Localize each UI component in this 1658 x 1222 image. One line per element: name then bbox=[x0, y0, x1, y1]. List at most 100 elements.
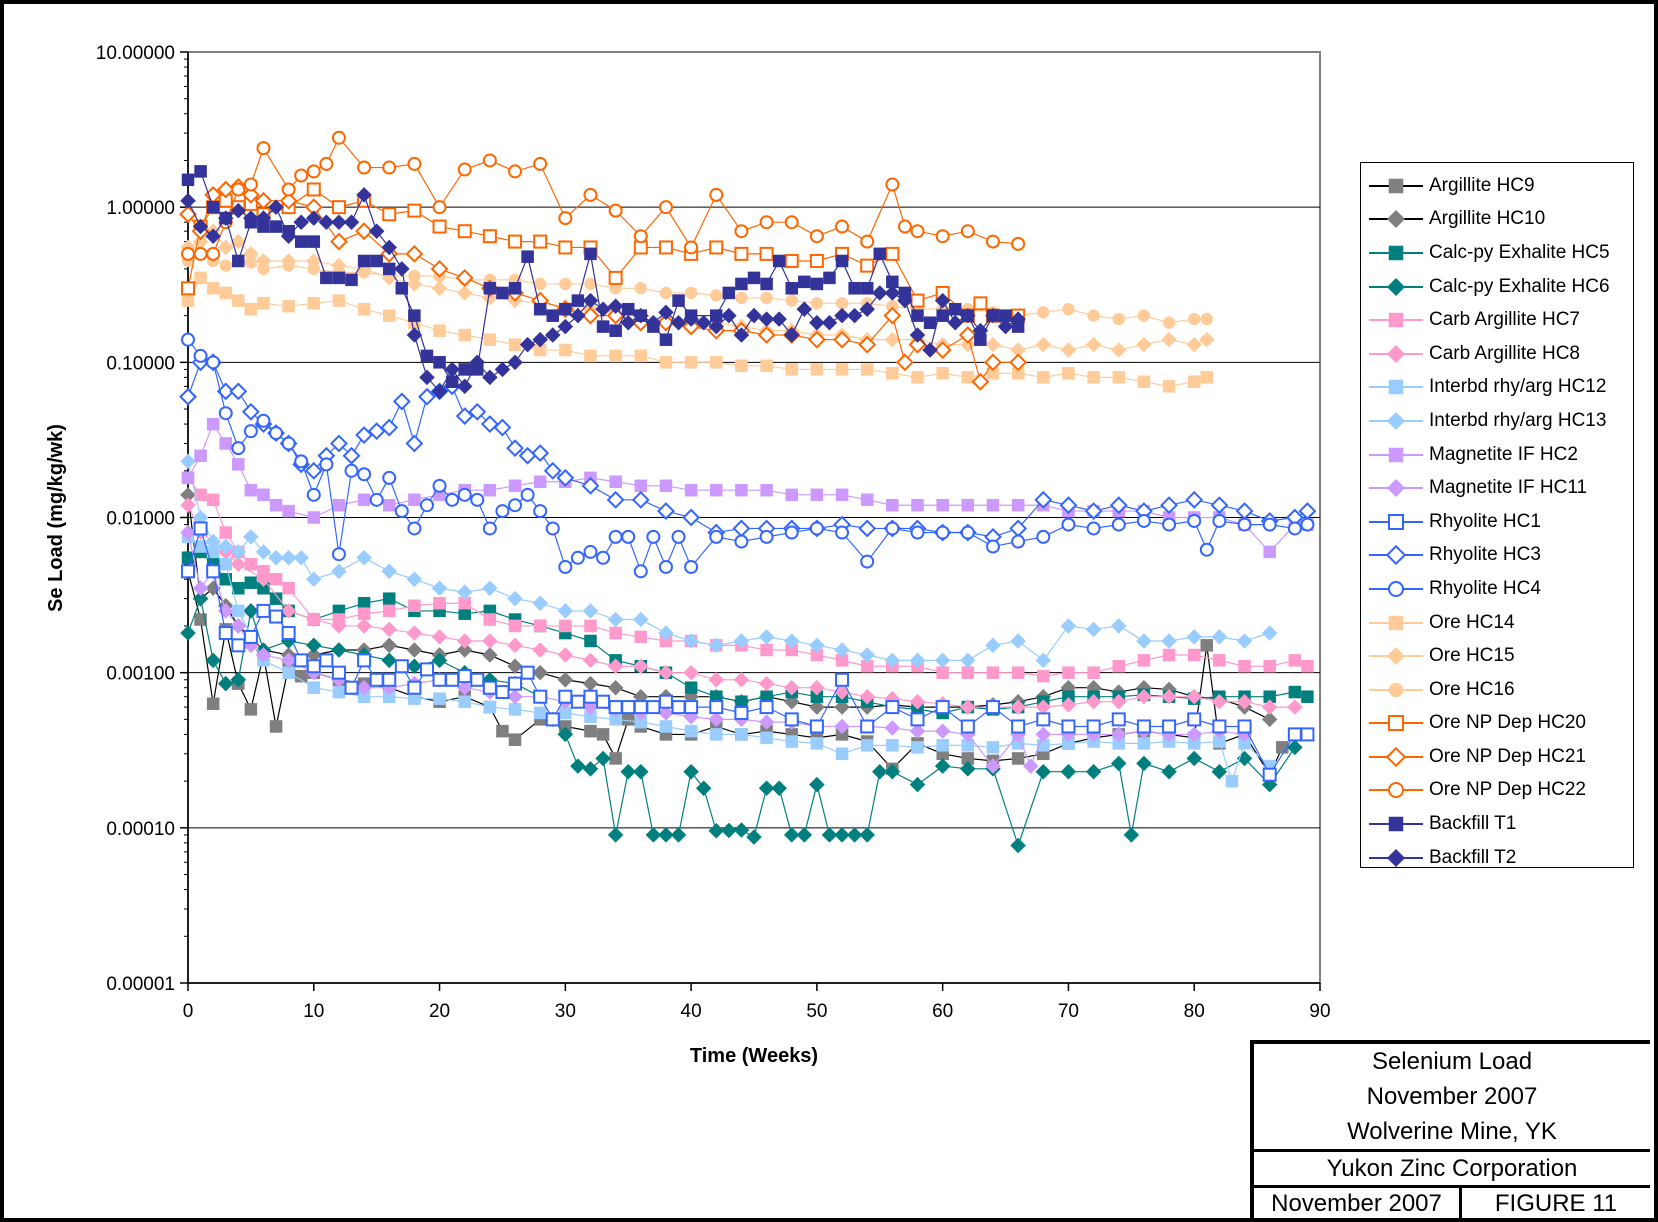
data-point bbox=[508, 676, 523, 691]
data-point bbox=[607, 298, 624, 315]
data-point bbox=[1199, 542, 1214, 557]
data-point bbox=[1137, 737, 1151, 750]
legend-item: Rhyolite HC3 bbox=[1361, 539, 1633, 573]
data-point bbox=[381, 239, 398, 256]
data-point bbox=[784, 253, 799, 268]
legend-marker bbox=[1388, 782, 1404, 799]
data-point bbox=[634, 282, 648, 295]
data-point bbox=[760, 291, 773, 305]
data-point bbox=[257, 297, 270, 310]
data-point bbox=[405, 244, 424, 263]
data-point bbox=[1112, 659, 1126, 673]
data-point bbox=[783, 327, 800, 343]
data-point bbox=[356, 618, 372, 634]
data-point bbox=[533, 302, 547, 316]
y-tick-label: 10.00000 bbox=[96, 43, 175, 64]
data-point bbox=[332, 685, 346, 699]
data-point bbox=[785, 363, 798, 376]
data-point bbox=[1037, 306, 1050, 319]
data-point bbox=[244, 256, 258, 269]
data-point bbox=[708, 318, 725, 335]
data-point bbox=[506, 439, 524, 458]
data-point bbox=[1200, 371, 1214, 384]
data-point bbox=[445, 492, 460, 507]
data-point bbox=[684, 724, 698, 738]
data-point bbox=[1035, 763, 1052, 780]
data-point bbox=[243, 629, 258, 644]
data-point bbox=[570, 307, 586, 324]
data-point bbox=[254, 191, 273, 210]
data-point bbox=[546, 309, 560, 322]
data-point bbox=[319, 156, 334, 171]
y-tick-label: 0.10000 bbox=[106, 353, 175, 374]
data-point bbox=[584, 619, 597, 633]
data-point bbox=[809, 253, 824, 268]
legend-label: Carb Argillite HC8 bbox=[1429, 342, 1580, 364]
data-point bbox=[758, 629, 775, 645]
data-point bbox=[759, 246, 774, 261]
data-point bbox=[684, 700, 699, 715]
data-point bbox=[407, 521, 422, 536]
data-point bbox=[458, 328, 471, 342]
data-point bbox=[381, 652, 398, 669]
data-point bbox=[181, 294, 195, 307]
data-point bbox=[935, 525, 950, 540]
data-point bbox=[1162, 316, 1176, 329]
series-ore-hc14 bbox=[181, 271, 1214, 393]
legend-marker bbox=[1386, 848, 1406, 867]
data-point bbox=[508, 338, 522, 351]
data-point bbox=[834, 642, 850, 658]
data-point bbox=[280, 228, 297, 245]
data-point bbox=[482, 153, 497, 168]
data-point bbox=[433, 324, 446, 337]
legend-symbol bbox=[1369, 513, 1423, 530]
data-point bbox=[217, 538, 234, 555]
legend-symbol bbox=[1369, 580, 1423, 597]
data-point bbox=[507, 590, 523, 607]
data-point bbox=[858, 519, 877, 538]
data-point bbox=[671, 529, 686, 544]
data-point bbox=[683, 763, 699, 780]
data-point bbox=[885, 700, 900, 715]
data-point bbox=[1262, 517, 1277, 532]
data-point bbox=[658, 240, 673, 255]
data-point bbox=[746, 307, 762, 324]
data-point bbox=[331, 130, 346, 145]
data-point bbox=[859, 301, 876, 318]
data-point bbox=[181, 332, 195, 347]
legend-symbol bbox=[1369, 447, 1423, 462]
y-tick-label: 0.01000 bbox=[106, 509, 175, 530]
data-point bbox=[896, 353, 914, 372]
data-point bbox=[1037, 371, 1050, 384]
data-point bbox=[722, 286, 736, 300]
data-point bbox=[934, 292, 951, 309]
data-point bbox=[307, 511, 321, 524]
data-point bbox=[282, 666, 295, 679]
data-point bbox=[835, 672, 850, 687]
data-point bbox=[1187, 312, 1201, 326]
data-point bbox=[709, 700, 724, 715]
data-point bbox=[230, 556, 247, 573]
legend-marker bbox=[1388, 816, 1404, 832]
data-point bbox=[1236, 693, 1253, 710]
data-point bbox=[785, 488, 798, 502]
series-interbd-rhy-arg-hc12 bbox=[181, 530, 1276, 788]
data-point bbox=[544, 327, 561, 343]
data-point bbox=[232, 458, 245, 471]
legend-item: Interbd rhy/arg HC13 bbox=[1361, 404, 1633, 438]
data-point bbox=[508, 498, 523, 513]
data-point bbox=[193, 246, 208, 261]
y-tick-label: 0.00001 bbox=[106, 974, 175, 995]
data-point bbox=[430, 259, 449, 278]
data-point bbox=[455, 268, 474, 287]
data-point bbox=[1060, 342, 1077, 358]
data-point bbox=[243, 529, 259, 545]
data-point bbox=[532, 595, 549, 612]
data-point bbox=[658, 304, 674, 321]
data-point bbox=[355, 426, 374, 444]
data-point bbox=[582, 292, 599, 309]
data-point bbox=[559, 343, 572, 357]
data-point bbox=[959, 760, 976, 777]
data-point bbox=[181, 281, 195, 296]
data-point bbox=[433, 356, 446, 369]
